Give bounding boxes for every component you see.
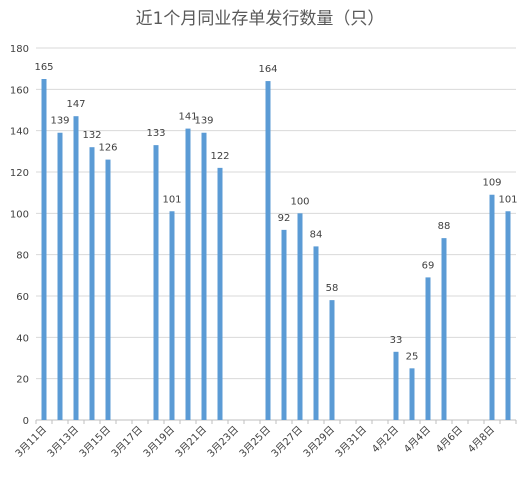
bar <box>105 159 111 420</box>
x-tick-label: 3月31日 <box>333 424 369 460</box>
bar <box>393 351 399 420</box>
x-tick-label: 4月6日 <box>433 424 465 456</box>
bar <box>201 132 207 420</box>
axes <box>35 419 517 424</box>
bar <box>73 116 79 420</box>
x-tick-label: 3月13日 <box>45 424 81 460</box>
gridlines <box>36 47 516 380</box>
data-label: 33 <box>390 335 403 346</box>
data-label: 84 <box>310 229 323 240</box>
data-label: 101 <box>498 194 517 205</box>
y-tick-label: 0 <box>23 416 29 427</box>
data-label: 122 <box>210 151 229 162</box>
data-label: 147 <box>66 99 85 110</box>
bar <box>441 238 447 420</box>
data-label: 132 <box>82 130 101 141</box>
bar <box>41 79 47 420</box>
chart-title: 近1个月同业存单发行数量（只） <box>136 9 385 29</box>
data-label: 58 <box>326 283 339 294</box>
data-label: 69 <box>422 260 435 271</box>
x-tick-label: 4月2日 <box>369 424 401 456</box>
bar <box>409 368 415 420</box>
data-label: 109 <box>482 178 501 189</box>
bars <box>41 79 511 421</box>
data-label: 164 <box>258 64 277 75</box>
data-labels: 1651391471321261331011411391221649210084… <box>34 62 517 362</box>
bar <box>425 277 431 420</box>
bar <box>153 145 159 420</box>
bar <box>185 128 191 420</box>
x-tick-label: 4月8日 <box>465 424 497 456</box>
x-tick-label: 3月15日 <box>77 424 113 460</box>
data-label: 92 <box>278 213 291 224</box>
data-label: 141 <box>178 112 197 123</box>
y-tick-label: 20 <box>16 375 29 386</box>
bar <box>169 211 175 420</box>
data-label: 139 <box>194 116 213 127</box>
data-label: 165 <box>34 62 53 73</box>
x-tick-label: 3月21日 <box>173 424 209 460</box>
bar <box>313 246 319 420</box>
y-tick-label: 180 <box>10 44 29 55</box>
x-tick-label: 3月17日 <box>109 424 145 460</box>
bar <box>329 300 335 420</box>
y-tick-label: 80 <box>16 251 29 262</box>
bar <box>89 147 95 420</box>
data-label: 25 <box>406 351 419 362</box>
y-tick-label: 60 <box>16 292 29 303</box>
y-tick-label: 140 <box>10 127 29 138</box>
y-tick-label: 100 <box>10 209 29 220</box>
data-label: 100 <box>290 196 309 207</box>
data-label: 88 <box>438 221 451 232</box>
bar <box>505 211 511 420</box>
x-tick-label: 3月19日 <box>141 424 177 460</box>
y-tick-label: 120 <box>10 168 29 179</box>
x-tick-label: 3月23日 <box>205 424 241 460</box>
bar <box>281 229 287 420</box>
data-label: 126 <box>98 143 117 154</box>
y-tick-label: 160 <box>10 85 29 96</box>
bar <box>265 81 271 421</box>
x-tick-label: 4月4日 <box>401 424 433 456</box>
bar <box>217 167 223 420</box>
data-label: 101 <box>162 194 181 205</box>
x-tick-label: 3月11日 <box>13 424 49 460</box>
bar <box>57 132 63 420</box>
bar <box>489 194 495 420</box>
data-label: 133 <box>146 128 165 139</box>
y-tick-label: 40 <box>16 333 29 344</box>
data-label: 139 <box>50 116 69 127</box>
bar <box>297 213 303 420</box>
x-tick-label: 3月25日 <box>237 424 273 460</box>
x-tick-label: 3月27日 <box>269 424 305 460</box>
x-tick-label: 3月29日 <box>301 424 337 460</box>
